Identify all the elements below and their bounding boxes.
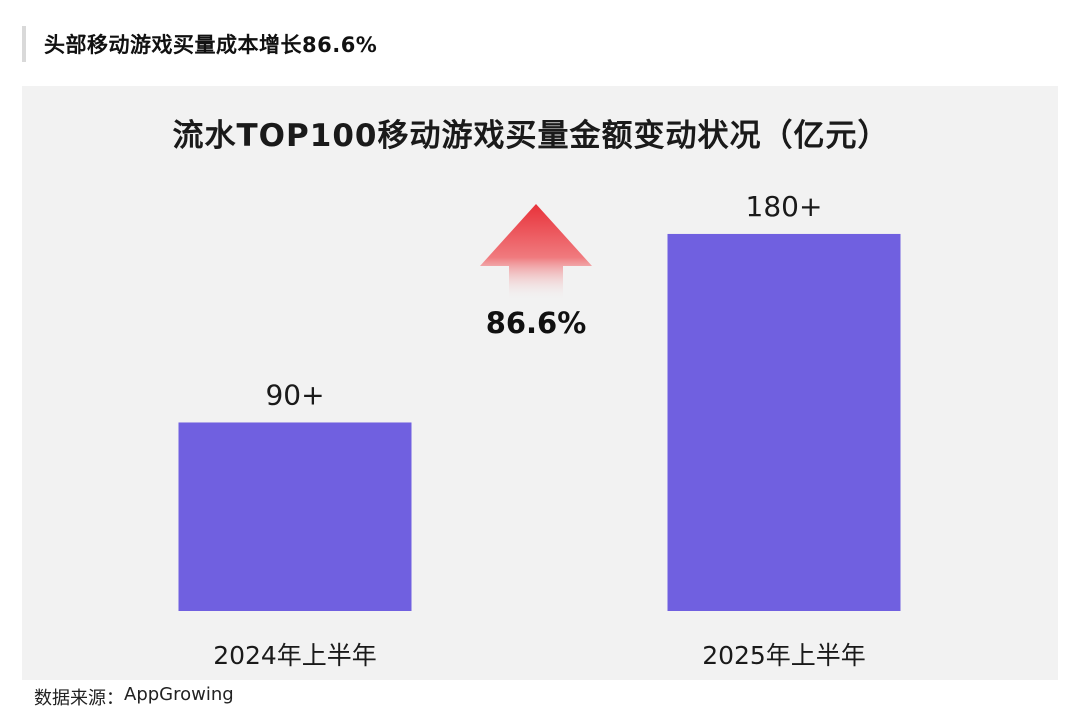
value-label-1: 90+ [265,378,324,411]
up-arrow-icon [480,204,592,301]
bar-2 [667,233,901,611]
section-title: 头部移动游戏买量成本增长86.6% [44,33,378,57]
bars-layer: 90+ 2024年上半年 180+ 2025年上半年 [178,190,901,670]
source-label: 数据来源： [34,688,124,709]
value-label-2: 180+ [746,190,823,223]
bar-chart: 流水TOP100移动游戏买量金额变动状况（亿元） 90+ 2024年上半年 180+… [173,118,901,670]
growth-annotation: 86.6% [480,204,592,340]
chart-panel: 流水TOP100移动游戏买量金额变动状况（亿元） 90+ 2024年上半年 180+… [22,86,1058,680]
chart-title: 流水TOP100移动游戏买量金额变动状况（亿元） [173,118,890,154]
bar-1 [178,422,412,611]
growth-percent-label: 86.6% [486,306,587,340]
section-header: 头部移动游戏买量成本增长86.6% [22,26,377,62]
category-label-1: 2024年上半年 [213,641,377,670]
source-value: AppGrowing [124,684,234,705]
category-label-2: 2025年上半年 [702,641,866,670]
source-note: 数据来源： AppGrowing [34,684,234,710]
